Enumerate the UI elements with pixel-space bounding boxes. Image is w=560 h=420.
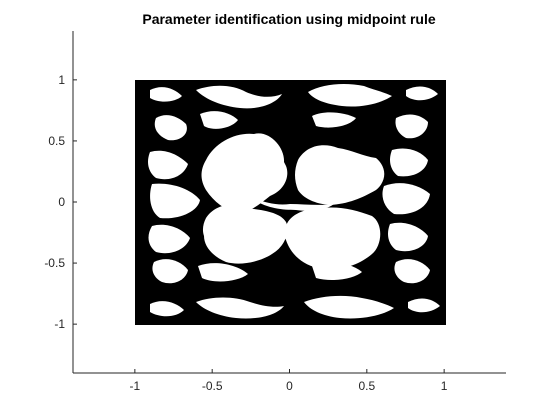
- y-tick-label: 1: [58, 73, 65, 87]
- y-tick-label: -0.5: [44, 256, 65, 270]
- void-bottom-right-slot: [408, 298, 440, 313]
- topology-image: [135, 80, 446, 325]
- void-right-mid-lower: [388, 222, 428, 252]
- void-lower-right-lobe: [284, 207, 381, 270]
- y-tick-label: 0: [58, 195, 65, 209]
- void-top-right-slot: [406, 86, 438, 101]
- void-right-mid-center: [382, 183, 430, 215]
- axes: -1 -0.5 0 0.5 1 1 0.5 0 -0.5 -1: [44, 31, 506, 393]
- void-top-mid-left: [196, 85, 282, 109]
- void-upper-mid-left-arc: [200, 111, 238, 129]
- y-ticks: 1 0.5 0 -0.5 -1: [44, 73, 77, 331]
- x-ticks: -1 -0.5 0 0.5 1: [130, 369, 448, 393]
- x-tick-label: 0.5: [358, 379, 375, 393]
- void-upper-left-lobe: [201, 133, 288, 214]
- x-tick-label: 1: [441, 379, 448, 393]
- void-bottom-mid-left: [196, 297, 284, 319]
- void-lower-right-side: [394, 259, 430, 284]
- void-lower-mid-right-arc: [312, 262, 362, 280]
- x-tick-label: -0.5: [202, 379, 223, 393]
- void-center-band: [248, 196, 334, 211]
- void-lower-left-side: [152, 259, 188, 284]
- void-lower-mid-left-arc: [198, 263, 248, 282]
- void-lower-left-lobe: [202, 204, 288, 264]
- y-tick-label: 0.5: [48, 134, 65, 148]
- void-top-mid-right: [308, 84, 392, 107]
- void-upper-mid-right-arc: [312, 112, 356, 128]
- x-tick-label: 0: [286, 379, 293, 393]
- void-upper-right-side: [395, 114, 428, 139]
- void-left-mid-center: [150, 183, 200, 219]
- void-upper-left-side: [154, 115, 187, 141]
- x-tick-label: -1: [130, 379, 141, 393]
- void-left-mid-upper: [148, 150, 188, 180]
- void-bottom-mid-right: [304, 295, 394, 319]
- chart-title: Parameter identification using midpoint …: [142, 11, 435, 27]
- void-top-left-slot: [150, 87, 182, 102]
- void-upper-right-lobe: [295, 145, 385, 205]
- y-tick-label: -1: [54, 317, 65, 331]
- void-bottom-left-slot: [150, 301, 184, 317]
- void-left-mid-lower: [148, 224, 190, 254]
- void-right-mid-upper: [390, 148, 428, 177]
